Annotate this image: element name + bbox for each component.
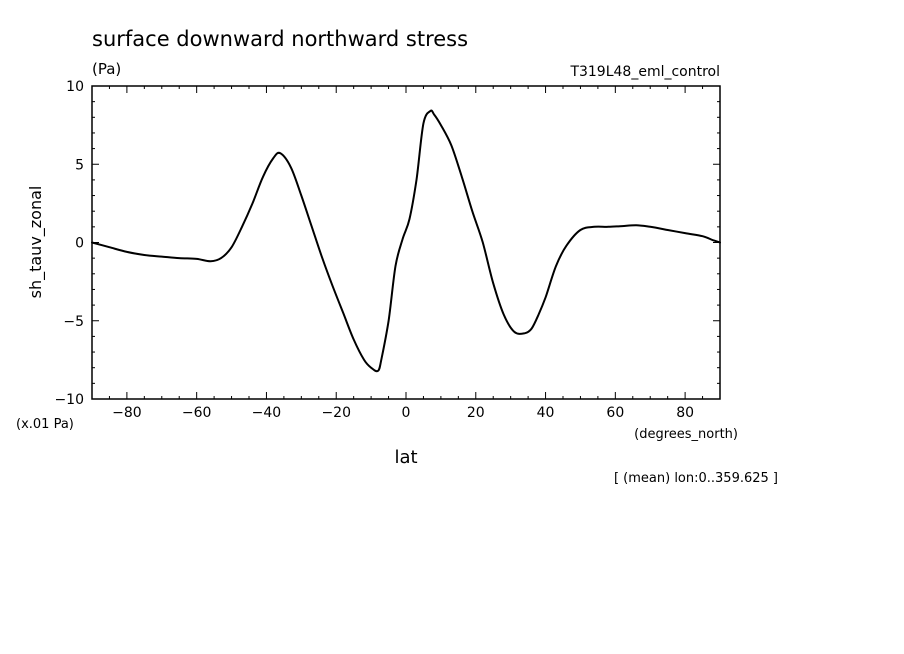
x-axis-label: lat [394,447,417,468]
y-tick-label: 0 [75,236,84,252]
chart-title: surface downward northward stress [92,27,468,51]
footer-note: [ (mean) lon:0..359.625 ] [614,471,778,486]
run-label: T319L48_eml_control [569,64,720,80]
y-axis: 10 5 0 −5 −10 [54,79,84,408]
y-scale-note: (x.01 Pa) [16,417,74,432]
x-tick-label: −20 [321,405,351,421]
x-axis-units: (degrees_north) [634,427,738,442]
series-line [91,109,721,373]
x-tick-label: 60 [606,405,624,421]
x-tick-label: −80 [112,405,142,421]
x-tick-label: −60 [182,405,212,421]
units-label: (Pa) [92,60,121,78]
y-tick-label: −10 [54,392,84,408]
x-tick-label: 0 [402,405,411,421]
plot-frame [91,85,721,400]
x-tick-label: 40 [537,405,555,421]
y-tick-label: 10 [66,79,84,95]
y-tick-label: −5 [63,314,84,330]
x-tick-label: 20 [467,405,485,421]
y-axis-label: sh_tauv_zonal [26,186,46,299]
x-tick-label: −40 [252,405,282,421]
y-tick-label: 5 [75,157,84,173]
minor-ticks [91,85,721,400]
x-tick-label: 80 [676,405,694,421]
x-axis: −80 −60 −40 −20 0 20 40 60 80 [112,405,694,421]
